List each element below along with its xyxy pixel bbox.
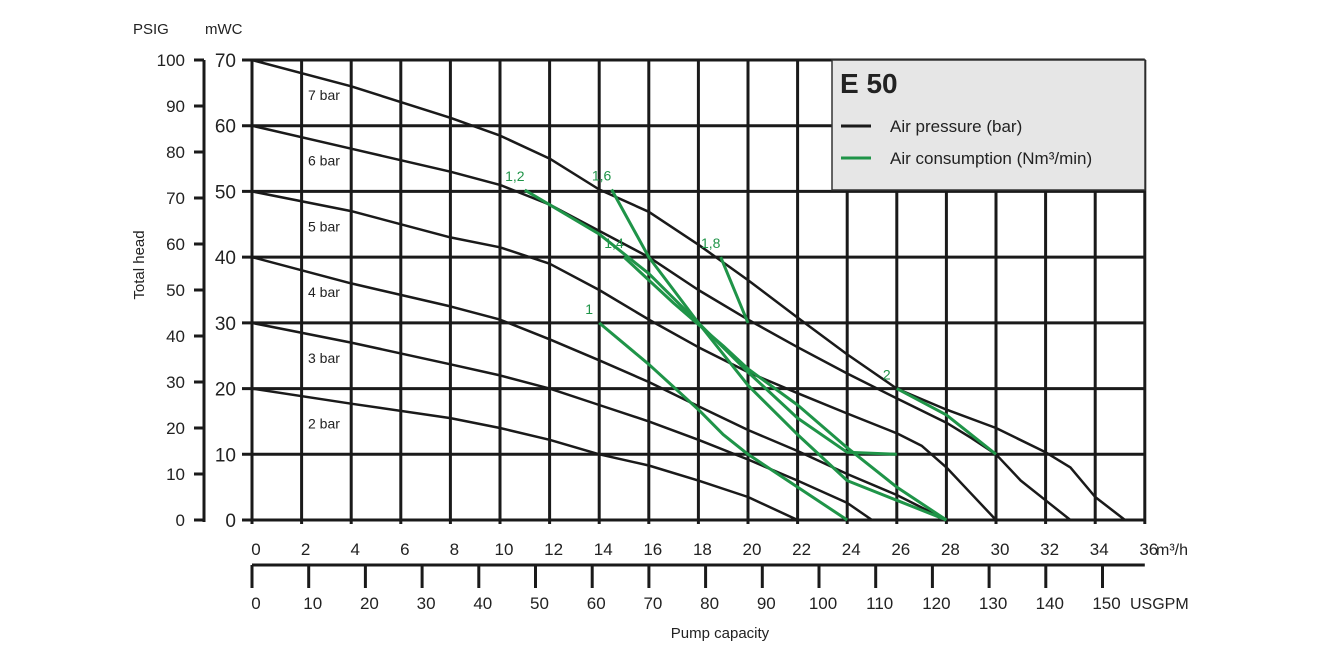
- x-tick-label: 12: [544, 540, 563, 559]
- psig-tick-label: 50: [166, 281, 185, 300]
- y-axis-title: Total head: [131, 230, 148, 299]
- x-tick-label: 20: [743, 540, 762, 559]
- psig-tick-label: 60: [166, 235, 185, 254]
- psig-tick-label: 30: [166, 373, 185, 392]
- psig-tick-label: 20: [166, 419, 185, 438]
- pressure-curve-7-bar: [251, 58, 1126, 521]
- mwc-tick-label: 20: [215, 380, 236, 401]
- usgpm-tick-label: 40: [473, 594, 492, 613]
- consumption-curve-label: 1,8: [701, 235, 721, 251]
- x-tick-label: 22: [792, 540, 811, 559]
- consumption-curve-label: 1: [585, 301, 593, 317]
- mwc-tick-label: 40: [215, 248, 236, 269]
- usgpm-tick-label: 20: [360, 594, 379, 613]
- x-tick-label: 0: [251, 540, 260, 559]
- mwc-unit-label: mWC: [205, 21, 243, 38]
- usgpm-tick-label: 130: [979, 594, 1007, 613]
- pressure-curve-2-bar: [251, 387, 799, 522]
- x-tick-label: 4: [350, 540, 359, 559]
- x-tick-label: 14: [594, 540, 613, 559]
- usgpm-tick-label: 0: [251, 594, 260, 613]
- consumption-curve-label: 2: [883, 367, 891, 383]
- usgpm-tick-label: 10: [303, 594, 322, 613]
- psig-tick-label: 40: [166, 327, 185, 346]
- pressure-curve-label: 7 bar: [308, 87, 340, 103]
- usgpm-tick-label: 60: [587, 594, 606, 613]
- mwc-tick-label: 30: [215, 314, 236, 335]
- legend-label: Air pressure (bar): [890, 117, 1022, 136]
- x-tick-label: 36: [1139, 540, 1158, 559]
- x-tick-label: 24: [842, 540, 861, 559]
- consumption-curve-label: 1,4: [604, 235, 624, 251]
- usgpm-tick-label: 150: [1092, 594, 1120, 613]
- consumption-curve: [622, 256, 948, 522]
- x-tick-label: 34: [1090, 540, 1109, 559]
- mwc-tick-label: 0: [225, 511, 236, 532]
- x-tick-label: 26: [891, 540, 910, 559]
- x-axis-title: Pump capacity: [671, 625, 770, 642]
- usgpm-tick-label: 50: [530, 594, 549, 613]
- usgpm-tick-label: 70: [643, 594, 662, 613]
- x-tick-label: 18: [693, 540, 712, 559]
- mwc-tick-label: 70: [215, 51, 236, 72]
- psig-tick-label: 90: [166, 97, 185, 116]
- mwc-tick-label: 10: [215, 445, 236, 466]
- pressure-curve-label: 5 bar: [308, 218, 340, 234]
- consumption-curve-label: 1,2: [505, 168, 525, 184]
- usgpm-tick-label: 120: [922, 594, 950, 613]
- pressure-curve-5-bar: [251, 190, 997, 521]
- x-tick-label: 16: [643, 540, 662, 559]
- usgpm-tick-label: 90: [757, 594, 776, 613]
- pressure-curve-label: 3 bar: [308, 350, 340, 366]
- usgpm-unit-label: USGPM: [1130, 596, 1189, 613]
- x-tick-label: 10: [495, 540, 514, 559]
- usgpm-tick-label: 100: [809, 594, 837, 613]
- usgpm-tick-label: 80: [700, 594, 719, 613]
- pressure-curve-6-bar: [251, 124, 1072, 521]
- pressure-curve-3-bar: [251, 321, 873, 522]
- psig-tick-label: 10: [166, 465, 185, 484]
- usgpm-tick-label: 140: [1036, 594, 1064, 613]
- x-tick-label: 8: [450, 540, 459, 559]
- psig-unit-label: PSIG: [133, 21, 169, 38]
- psig-tick-label: 0: [176, 511, 185, 530]
- chart-title: E 50: [840, 68, 898, 99]
- legend-box: [831, 59, 1146, 191]
- psig-tick-label: 70: [166, 189, 185, 208]
- x-tick-label: 2: [301, 540, 310, 559]
- x-tick-label: 32: [1040, 540, 1059, 559]
- psig-tick-label: 100: [157, 51, 185, 70]
- usgpm-tick-label: 30: [417, 594, 436, 613]
- x-tick-label: 30: [991, 540, 1010, 559]
- pressure-curve-4-bar: [251, 255, 947, 522]
- mwc-tick-label: 50: [215, 182, 236, 203]
- mwc-tick-label: 60: [215, 117, 236, 138]
- consumption-curve: [610, 188, 947, 522]
- consumption-curve: [896, 387, 997, 456]
- pressure-curve-label: 2 bar: [308, 416, 340, 432]
- consumption-curve: [719, 256, 750, 324]
- x-unit-label: m³/h: [1156, 542, 1188, 559]
- consumption-curve-label: 1,6: [592, 167, 612, 183]
- consumption-curve: [598, 321, 849, 522]
- legend-label: Air consumption (Nm³/min): [890, 149, 1092, 168]
- pressure-curve-label: 4 bar: [308, 284, 340, 300]
- psig-tick-label: 80: [166, 143, 185, 162]
- x-tick-label: 28: [941, 540, 960, 559]
- usgpm-tick-label: 110: [866, 594, 893, 613]
- x-tick-label: 6: [400, 540, 409, 559]
- pressure-curve-label: 6 bar: [308, 153, 340, 169]
